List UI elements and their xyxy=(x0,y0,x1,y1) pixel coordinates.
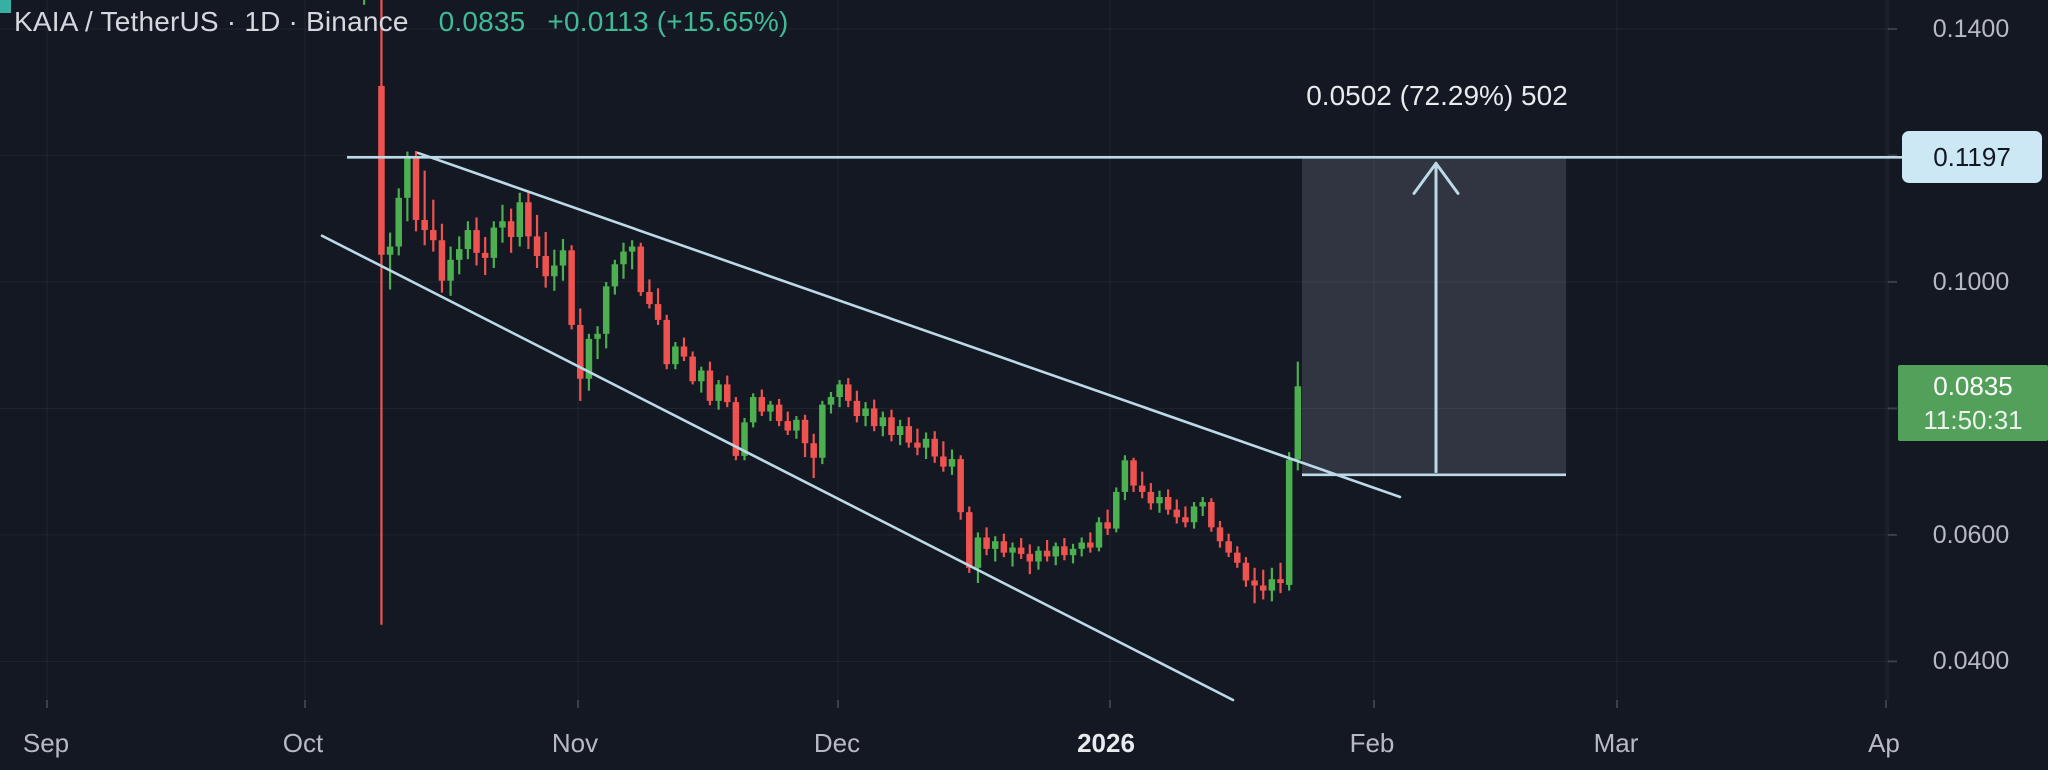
time-axis-label[interactable]: Nov xyxy=(551,728,599,758)
toolbar-fragment-icon xyxy=(0,0,11,13)
price-axis-tick[interactable]: 0.0400 xyxy=(1932,647,2010,676)
price-axis-tick[interactable]: 0.0600 xyxy=(1932,520,2010,549)
time-axis-label[interactable]: Feb xyxy=(1349,728,1395,758)
time-axis-label[interactable]: Mar xyxy=(1593,728,1639,758)
legend-last-price: 0.0835 xyxy=(438,6,526,37)
symbol-legend: KAIA / TetherUS · 1D · Binance 0.0835 +0… xyxy=(14,6,788,38)
projection-measure-label[interactable]: 0.0502 (72.29%) 502 xyxy=(1306,80,1568,111)
price-axis-tick[interactable]: 0.1000 xyxy=(1932,267,2010,296)
time-axis-label[interactable]: 2026 xyxy=(1077,728,1135,758)
ray-price-text: 0.1197 xyxy=(1933,141,2011,172)
symbol-title[interactable]: KAIA / TetherUS xyxy=(14,6,219,37)
wedge-trendlines[interactable] xyxy=(320,151,1402,702)
projection-arrow[interactable] xyxy=(1302,161,1566,477)
legend-separator: · xyxy=(226,6,237,37)
candle-countdown-text: 11:50:31 xyxy=(1923,405,2023,436)
ray-price-label[interactable]: 0.1197 xyxy=(1902,131,2042,184)
time-axis-label[interactable]: Dec xyxy=(813,728,861,758)
current-price-label[interactable]: 0.0835 11:50:31 xyxy=(1898,365,2048,442)
current-price-text: 0.0835 xyxy=(1933,371,2013,402)
exchange-label: Binance xyxy=(306,6,409,37)
price-axis-tick[interactable]: 0.1400 xyxy=(1932,14,2010,43)
grid xyxy=(0,0,1897,708)
time-axis-label[interactable]: Oct xyxy=(282,728,324,758)
projection-box[interactable] xyxy=(1302,157,1566,475)
legend-separator2: · xyxy=(288,6,299,37)
time-axis-label[interactable]: Sep xyxy=(22,728,70,758)
time-axis-label[interactable]: Ap xyxy=(1868,728,1900,758)
interval-label[interactable]: 1D xyxy=(244,6,281,37)
candlestick-series[interactable] xyxy=(352,0,1302,625)
legend-change: +0.0113 (+15.65%) xyxy=(547,6,789,37)
